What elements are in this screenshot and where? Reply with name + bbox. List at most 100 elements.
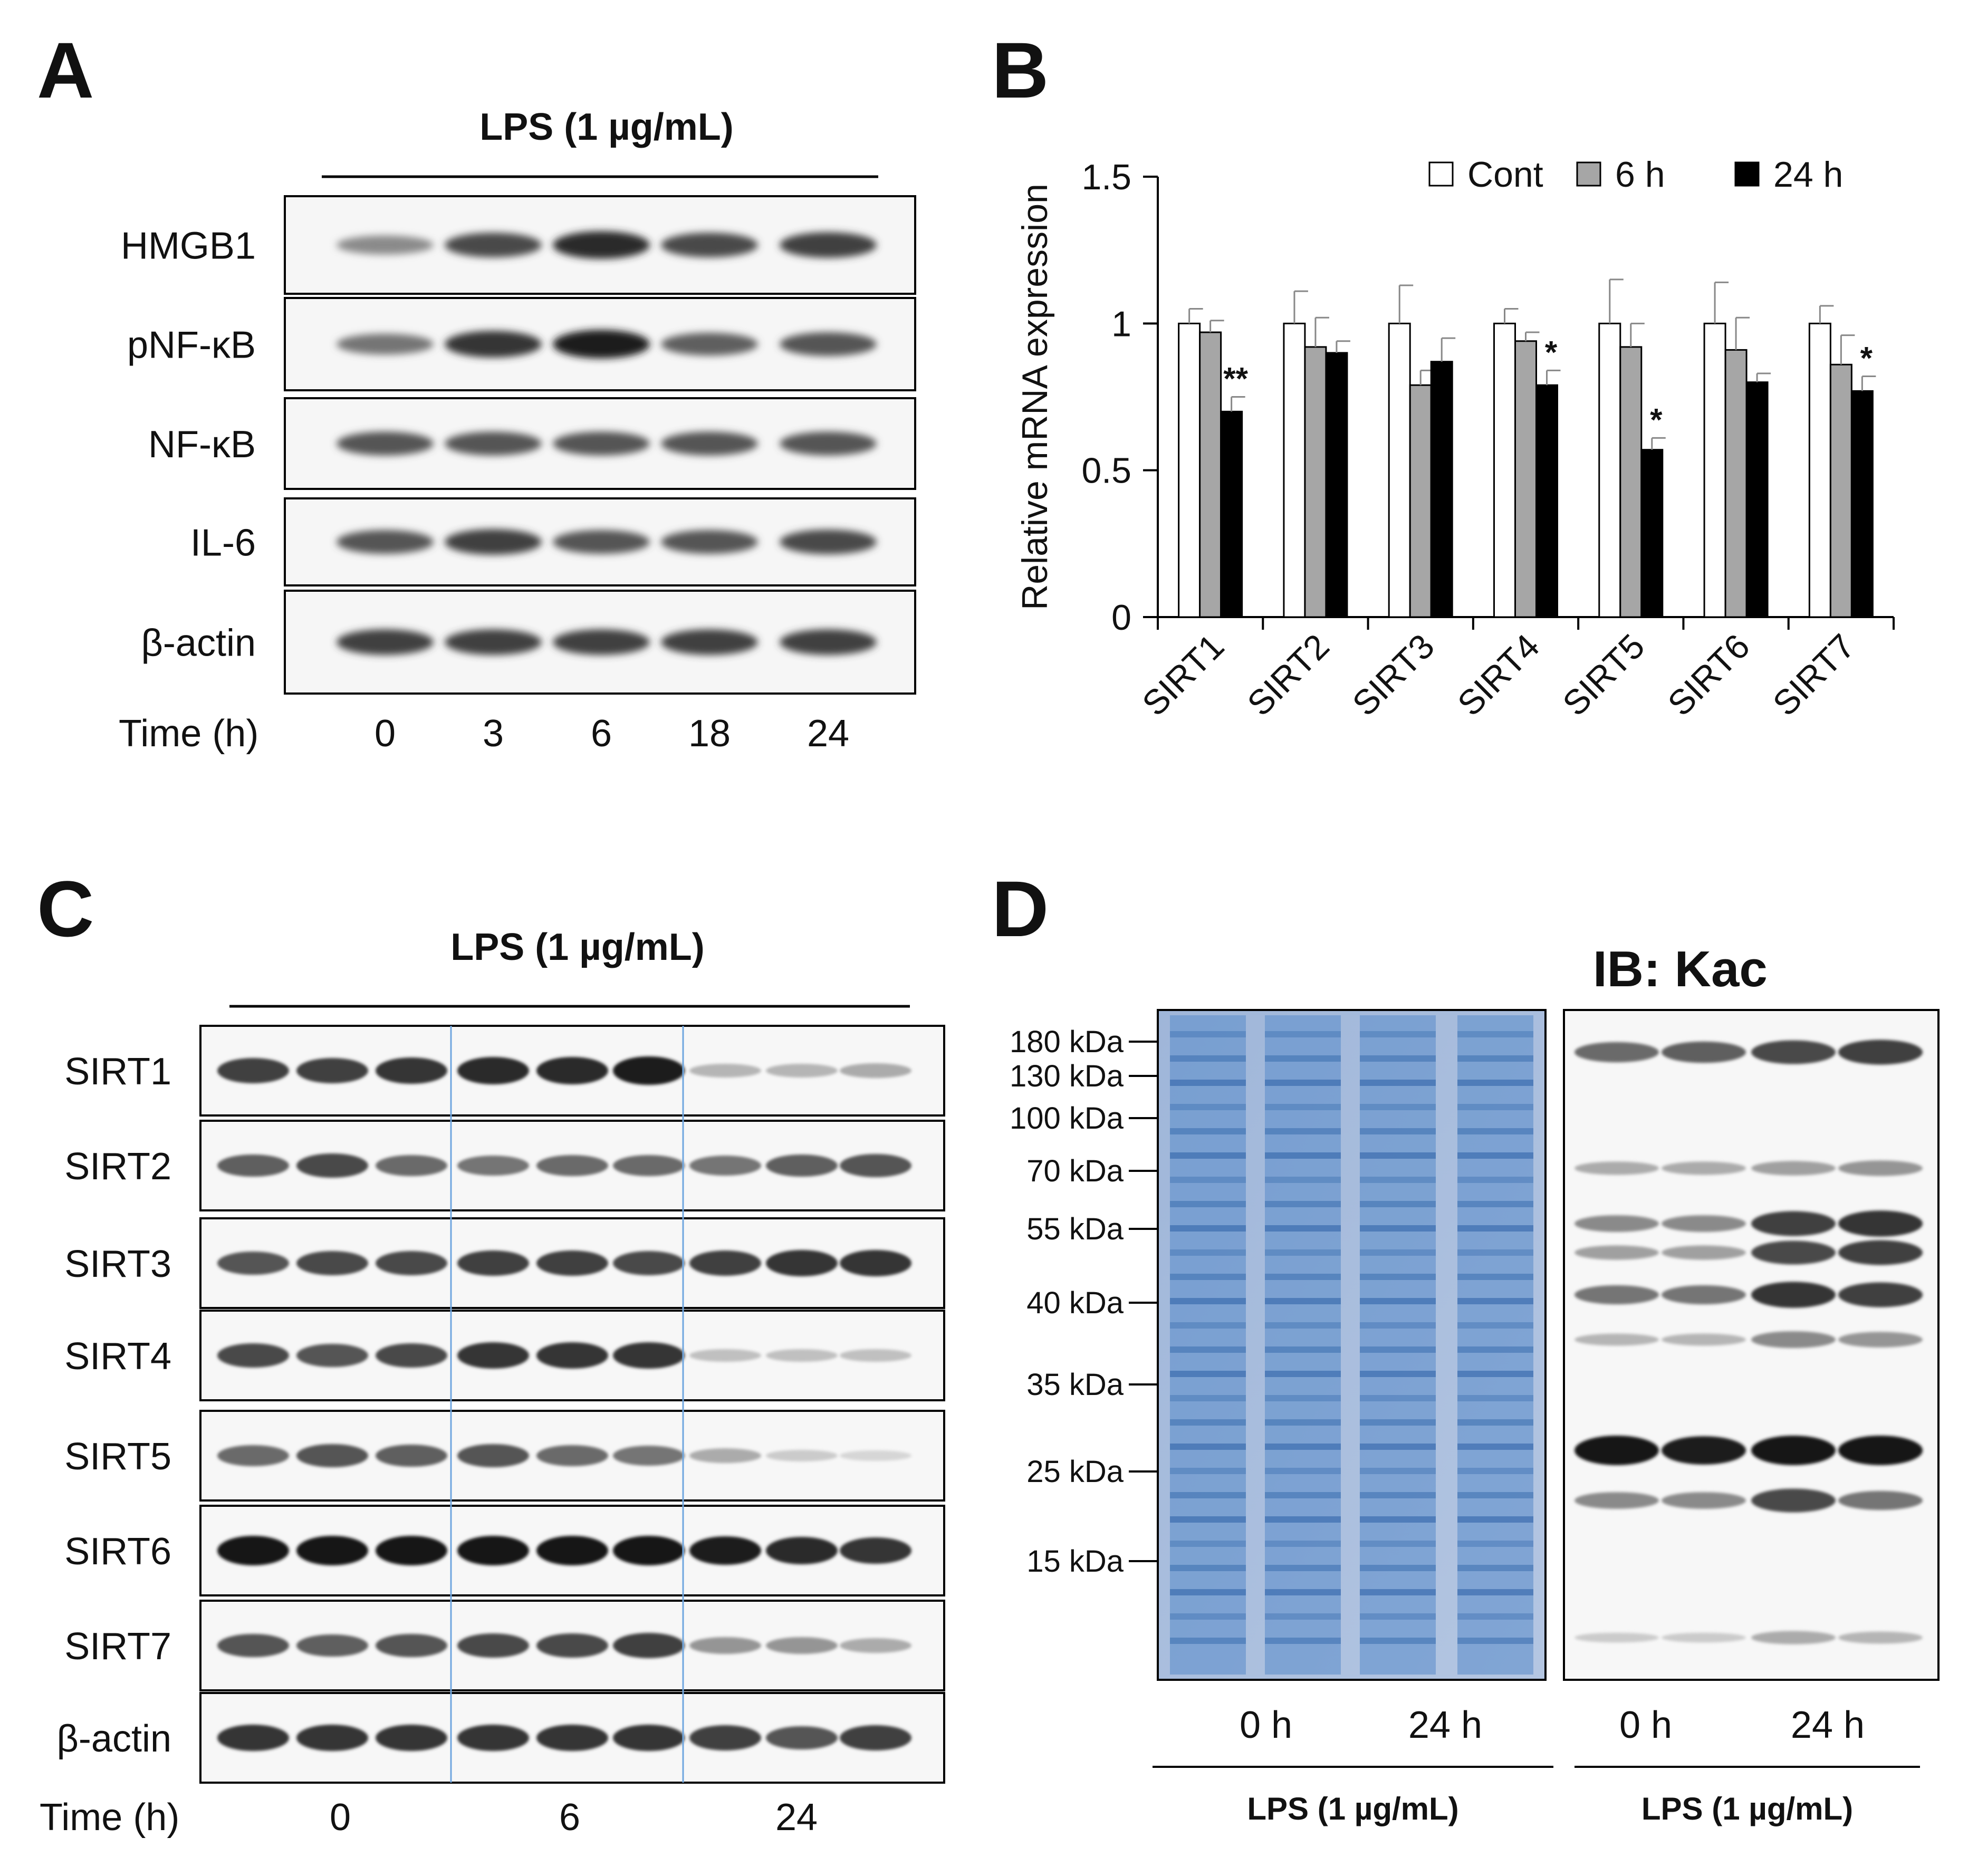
band-hmgb1-lane-4 <box>661 233 758 257</box>
band-il-6-lane-4 <box>661 530 758 554</box>
band-c-sirt6-lane-4 <box>457 1536 529 1565</box>
time-tick-0: 0 <box>375 713 396 755</box>
wb-band-2-lane-4 <box>1838 1210 1923 1237</box>
band-c-sirt3-lane-4 <box>457 1250 529 1276</box>
gel-band-3-23 <box>1360 1589 1436 1595</box>
blot-label-c-sirt2: SIRT2 <box>64 1146 171 1188</box>
gel-band-1-12 <box>1170 1322 1246 1329</box>
gel-band-4-9 <box>1457 1249 1533 1256</box>
wb-band-3-lane-4 <box>1838 1240 1923 1265</box>
gel-band-3-13 <box>1360 1346 1436 1353</box>
gel-band-2-11 <box>1265 1298 1341 1304</box>
band-nf-b-lane-1 <box>337 431 434 456</box>
bar-sirt2-6-h <box>1304 346 1327 618</box>
wb-band-3-lane-3 <box>1751 1240 1836 1265</box>
band-c-sirt1-lane-8 <box>766 1064 838 1078</box>
gel-band-3-7 <box>1360 1201 1436 1207</box>
gel-band-2-13 <box>1265 1346 1341 1353</box>
wb-band-5-lane-3 <box>1751 1331 1836 1348</box>
panel-c-time-ticks: 0 6 24 <box>330 1796 818 1839</box>
gel-band-4-25 <box>1457 1638 1533 1644</box>
wb-band-7-lane-2 <box>1662 1492 1746 1509</box>
band-il-6-lane-1 <box>337 530 434 554</box>
band-c-sirt5-lane-6 <box>613 1446 685 1466</box>
panel-c-treatment: LPS (1 µg/mL) <box>450 926 705 968</box>
bar-sirt2-cont <box>1283 322 1306 618</box>
band-c-actin-lane-3 <box>376 1725 447 1751</box>
gel-band-3-24 <box>1360 1613 1436 1620</box>
band-il-6-lane-3 <box>553 530 650 554</box>
band-c-sirt1-lane-4 <box>457 1057 529 1084</box>
band-c-sirt3-lane-1 <box>217 1252 289 1275</box>
gel-band-2-9 <box>1265 1249 1341 1256</box>
band-c-sirt7-lane-4 <box>457 1633 529 1658</box>
band-c-sirt4-lane-5 <box>536 1342 608 1369</box>
gel-band-1-5 <box>1170 1152 1246 1159</box>
y-axis-title: Relative mRNA expression <box>1015 184 1055 610</box>
bar-sirt7-24-h <box>1850 390 1874 618</box>
y-tick-label-1: 1 <box>1111 304 1131 344</box>
wb-band-0-lane-2 <box>1662 1041 1746 1063</box>
panel-a-treatment: LPS (1 µg/mL) <box>479 106 734 148</box>
gel-lane-4 <box>1457 1015 1533 1675</box>
marker-25-kda: 25 kDa <box>1026 1455 1124 1489</box>
marker-35-kda: 35 kDa <box>1026 1368 1124 1402</box>
wb-band-7-lane-1 <box>1575 1492 1659 1509</box>
blot-label-hmgb1: HMGB1 <box>121 225 256 267</box>
band-pnf-b-lane-4 <box>661 332 758 356</box>
x-tick-label-sirt4: SIRT4 <box>1450 627 1547 724</box>
band-c-sirt5-lane-8 <box>766 1450 838 1461</box>
wb-band-6-lane-4 <box>1838 1436 1923 1465</box>
marker-100-kda: 100 kDa <box>1010 1101 1124 1136</box>
gel-band-3-8 <box>1360 1225 1436 1232</box>
x-tick-label-sirt2: SIRT2 <box>1240 627 1337 724</box>
gel-band-4-15 <box>1457 1395 1533 1401</box>
gel-band-2-5 <box>1265 1152 1341 1159</box>
band-c-sirt4-lane-9 <box>840 1349 911 1362</box>
gel-band-3-0 <box>1360 1031 1436 1037</box>
wb-band-4-lane-2 <box>1662 1285 1746 1305</box>
wb-band-4-lane-1 <box>1575 1285 1659 1305</box>
panel-letter-c: C <box>37 864 94 953</box>
band-actin-lane-2 <box>445 629 542 655</box>
bar-sirt4-24-h <box>1535 384 1558 618</box>
gel-band-4-14 <box>1457 1371 1533 1377</box>
marker-40-kda: 40 kDa <box>1026 1286 1124 1320</box>
time-tick-c-0: 0 <box>330 1796 351 1839</box>
bar-sirt4-cont <box>1493 322 1516 618</box>
gel-band-4-22 <box>1457 1565 1533 1571</box>
time-tick-24: 24 <box>807 713 849 755</box>
band-c-sirt7-lane-3 <box>376 1634 447 1657</box>
band-c-sirt5-lane-3 <box>376 1445 447 1467</box>
blot-label-pnf-b: pNF-κB <box>127 324 256 367</box>
bar-sirt3-24-h <box>1430 361 1453 618</box>
gel-band-4-8 <box>1457 1225 1533 1232</box>
wb-band-0-lane-1 <box>1575 1042 1659 1063</box>
gel-band-2-24 <box>1265 1613 1341 1620</box>
panel-letter-a: A <box>37 26 94 114</box>
band-c-sirt4-lane-7 <box>689 1349 761 1362</box>
blot-label-c-sirt3: SIRT3 <box>64 1243 171 1285</box>
blot-label-c-sirt4: SIRT4 <box>64 1335 171 1378</box>
bar-sirt5-6-h <box>1619 346 1643 618</box>
bar-sirt7-6-h <box>1829 363 1852 618</box>
band-hmgb1-lane-3 <box>553 231 650 259</box>
wb-band-5-lane-4 <box>1838 1332 1923 1348</box>
band-c-sirt3-lane-8 <box>766 1250 838 1276</box>
blot-label-c-sirt1: SIRT1 <box>64 1051 171 1093</box>
wb-band-5-lane-1 <box>1575 1333 1659 1346</box>
legend-label-24-h: 24 h <box>1773 155 1843 195</box>
marker-55-kda: 55 kDa <box>1026 1212 1124 1246</box>
band-c-sirt7-lane-7 <box>689 1637 761 1654</box>
bar-sirt5-24-h <box>1640 449 1664 618</box>
band-c-sirt1-lane-9 <box>840 1063 911 1078</box>
wb-band-8-lane-3 <box>1751 1631 1836 1644</box>
gel-band-1-4 <box>1170 1128 1246 1134</box>
marker-130-kda: 130 kDa <box>1010 1059 1124 1093</box>
gel-band-2-23 <box>1265 1589 1341 1595</box>
wb-band-7-lane-4 <box>1838 1490 1923 1511</box>
band-c-sirt7-lane-9 <box>840 1638 911 1653</box>
band-il-6-lane-2 <box>445 529 542 555</box>
